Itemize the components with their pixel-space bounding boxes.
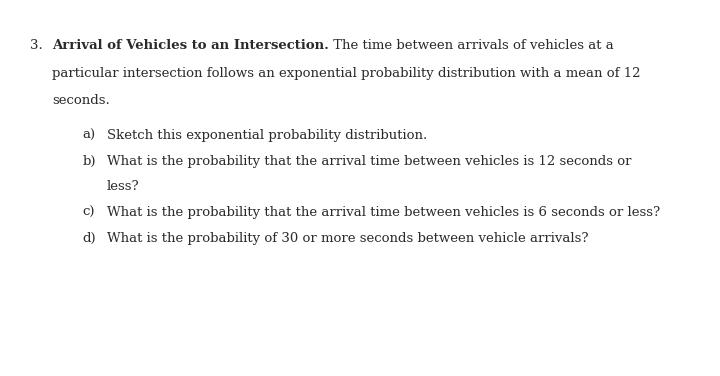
Text: seconds.: seconds. [52, 94, 109, 107]
Text: Arrival of Vehicles to an Intersection.: Arrival of Vehicles to an Intersection. [52, 39, 329, 53]
Text: Sketch this exponential probability distribution.: Sketch this exponential probability dist… [107, 129, 427, 143]
Text: less?: less? [107, 180, 139, 194]
Text: What is the probability that the arrival time between vehicles is 6 seconds or l: What is the probability that the arrival… [107, 206, 660, 219]
Text: The time between arrivals of vehicles at a: The time between arrivals of vehicles at… [329, 39, 613, 53]
Text: 3.: 3. [30, 39, 43, 53]
Text: a): a) [83, 129, 96, 143]
Text: d): d) [83, 232, 96, 245]
Text: b): b) [83, 155, 96, 168]
Text: c): c) [83, 206, 95, 219]
Text: What is the probability of 30 or more seconds between vehicle arrivals?: What is the probability of 30 or more se… [107, 232, 588, 245]
Text: particular intersection follows an exponential probability distribution with a m: particular intersection follows an expon… [52, 67, 640, 80]
Text: What is the probability that the arrival time between vehicles is 12 seconds or: What is the probability that the arrival… [107, 155, 631, 168]
